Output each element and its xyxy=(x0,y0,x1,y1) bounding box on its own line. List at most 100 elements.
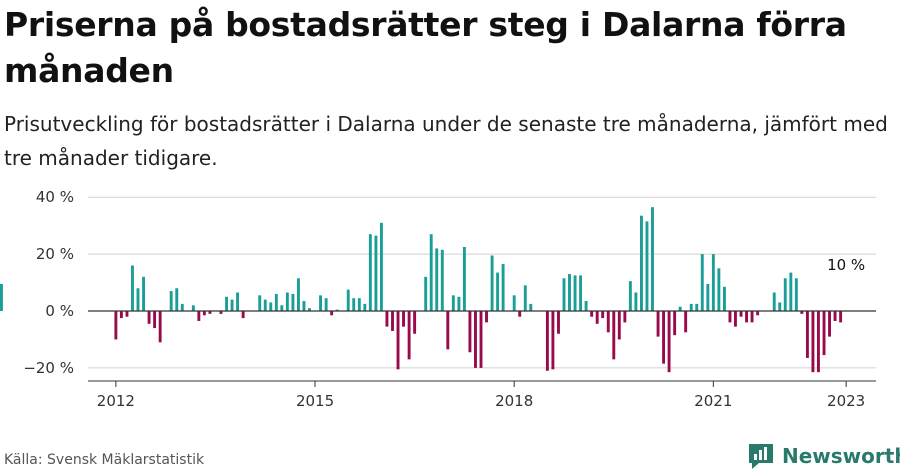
bar xyxy=(512,295,516,311)
bar xyxy=(357,298,361,311)
bar xyxy=(0,283,3,311)
x-tick-label: 2018 xyxy=(495,392,533,410)
x-tick-label: 2015 xyxy=(296,392,334,410)
bar xyxy=(319,295,322,311)
bar xyxy=(225,296,228,312)
bar xyxy=(783,278,787,311)
bar xyxy=(568,274,571,311)
bar xyxy=(363,303,367,311)
bar xyxy=(158,311,162,343)
bar xyxy=(545,311,549,371)
bar xyxy=(662,311,666,364)
bar xyxy=(440,249,444,311)
y-tick-label: −20 % xyxy=(23,359,74,377)
bar xyxy=(291,293,295,311)
bar xyxy=(739,311,743,317)
bar xyxy=(391,311,394,331)
bar xyxy=(811,311,815,373)
bar xyxy=(711,254,715,311)
bar xyxy=(645,221,649,311)
bar xyxy=(219,311,223,314)
bar xyxy=(457,296,461,312)
chart-title: Priserna på bostadsrätter steg i Dalarna… xyxy=(4,5,847,90)
bar xyxy=(374,235,378,311)
bar xyxy=(584,301,588,311)
bar xyxy=(191,305,195,311)
bar xyxy=(822,311,826,356)
bar xyxy=(756,311,760,316)
bar xyxy=(368,234,372,311)
bar xyxy=(335,309,339,311)
bar xyxy=(462,246,466,311)
bar xyxy=(750,311,754,323)
bar xyxy=(590,311,594,317)
bar xyxy=(446,311,450,350)
bar xyxy=(396,311,400,370)
bar xyxy=(651,207,654,311)
y-tick-label: 20 % xyxy=(36,245,74,263)
bar xyxy=(142,276,146,311)
bar xyxy=(529,303,533,311)
bar xyxy=(241,311,245,319)
bar xyxy=(324,298,328,311)
bar xyxy=(485,311,488,323)
bar xyxy=(800,311,804,314)
bar xyxy=(667,311,671,373)
bar xyxy=(474,311,477,368)
bar xyxy=(119,311,123,319)
bar xyxy=(379,222,383,311)
bar xyxy=(285,292,289,311)
bar xyxy=(468,311,472,353)
bar xyxy=(490,255,494,311)
bar xyxy=(296,278,300,311)
bar xyxy=(479,311,483,368)
bar xyxy=(601,311,605,319)
bar xyxy=(772,292,776,311)
source-note: Källa: Svensk Mäklarstatistik xyxy=(4,452,205,468)
bar xyxy=(280,305,284,311)
x-tick-label: 2012 xyxy=(97,392,135,410)
bar xyxy=(805,311,809,358)
bar xyxy=(230,299,234,311)
bar xyxy=(734,311,737,327)
bar xyxy=(700,254,704,311)
chart-subtitle: Prisutveckling för bostadsrätter i Dalar… xyxy=(4,112,888,170)
bar xyxy=(346,289,350,311)
bar xyxy=(407,311,411,360)
bar xyxy=(778,302,782,312)
bar xyxy=(728,311,732,323)
x-tick-label: 2021 xyxy=(694,392,732,410)
y-tick-label: 40 % xyxy=(36,188,74,206)
x-tick-label: 2023 xyxy=(827,392,865,410)
bar xyxy=(501,264,505,311)
bar xyxy=(634,292,638,311)
bar xyxy=(435,248,439,311)
bar-chart: 40 % 20 % 0 % −20 % 2012 2015 2018 2021 2023 10 % xyxy=(0,188,876,410)
bar xyxy=(628,281,632,311)
bar xyxy=(114,311,118,340)
bar xyxy=(684,311,688,333)
bar xyxy=(833,311,837,321)
bar xyxy=(451,295,455,311)
bar xyxy=(816,311,820,373)
bar xyxy=(180,303,184,311)
bar xyxy=(722,286,726,311)
bar xyxy=(689,303,693,311)
bar xyxy=(573,275,577,311)
bar xyxy=(640,215,643,311)
bar xyxy=(197,311,201,321)
bar xyxy=(424,276,428,311)
y-tick-label: 0 % xyxy=(45,302,74,320)
bar xyxy=(385,311,389,327)
bar xyxy=(208,311,212,314)
bar xyxy=(308,308,311,312)
bar xyxy=(612,311,616,360)
bar xyxy=(595,311,599,324)
bar xyxy=(518,311,522,317)
bar xyxy=(794,278,798,311)
bar xyxy=(175,288,179,311)
bar xyxy=(125,311,129,317)
bar xyxy=(523,285,527,311)
bar xyxy=(706,283,710,311)
newsworthy-logo-icon xyxy=(749,444,773,469)
